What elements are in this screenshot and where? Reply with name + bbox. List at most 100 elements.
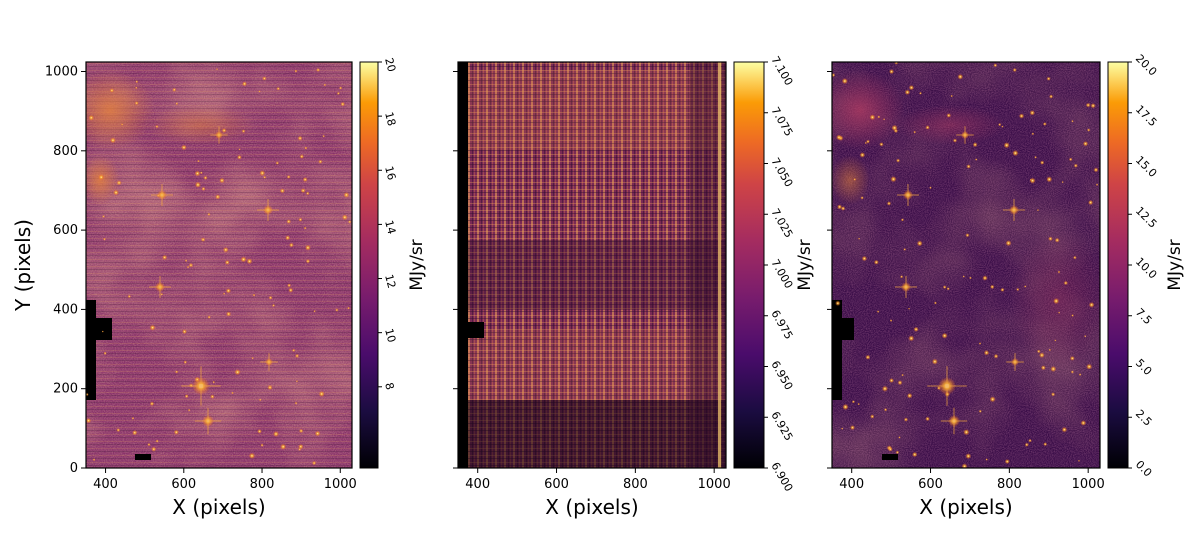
star — [1012, 149, 1019, 157]
colorbar-tick-label: 2.5 — [1133, 407, 1155, 429]
x-tick-label: 1000 — [1072, 477, 1105, 492]
star — [963, 428, 970, 436]
star — [1046, 176, 1053, 183]
star — [194, 170, 201, 177]
star — [901, 373, 904, 377]
colorbar-tick-label: 10 — [382, 327, 398, 344]
star — [212, 380, 216, 384]
star — [853, 177, 857, 181]
x-tick-label: 600 — [171, 477, 196, 492]
right-colorbar — [1107, 61, 1129, 469]
star — [222, 246, 229, 253]
star — [890, 175, 897, 183]
star — [340, 101, 346, 107]
star — [304, 244, 311, 251]
star — [985, 458, 988, 461]
star — [298, 447, 302, 451]
right-panel: 400 600 800 1000 X (pixels) 0.0 2.5 5.0 7.5 10.… — [827, 52, 1185, 519]
star — [969, 276, 972, 280]
star — [241, 129, 246, 134]
star — [1024, 285, 1027, 288]
star — [931, 358, 938, 365]
x-tick-label: 400 — [465, 477, 490, 492]
star — [279, 188, 285, 194]
star — [888, 446, 893, 452]
star — [876, 310, 880, 313]
star — [304, 146, 308, 150]
star — [322, 134, 326, 138]
star — [1034, 155, 1037, 159]
star — [1050, 365, 1057, 373]
right-colorbar-ticks: 0.0 2.5 5.0 7.5 10.0 12.5 15.0 17.5 20.0 — [1128, 52, 1160, 479]
colorbar-tick-label: 20 — [382, 56, 398, 73]
colorbar-tick-label: 7.5 — [1133, 306, 1155, 328]
star — [1058, 311, 1061, 314]
star — [201, 186, 206, 191]
star — [1000, 287, 1005, 292]
middle-frame — [457, 61, 727, 469]
star — [837, 204, 843, 210]
star — [1070, 370, 1074, 374]
star — [886, 201, 892, 206]
star — [993, 63, 998, 68]
colorbar-tick-label: 12 — [382, 273, 398, 290]
star — [950, 94, 953, 98]
star — [343, 191, 350, 198]
y-tick-label: 400 — [53, 302, 78, 317]
colorbar-tick-label: 5.0 — [1133, 356, 1155, 378]
colorbar-tick-label: 14 — [382, 219, 398, 236]
star — [161, 254, 168, 261]
star — [895, 450, 900, 455]
x-tick-label: 400 — [839, 477, 864, 492]
star — [199, 171, 203, 175]
middle-x-axis: 400 600 800 1000 — [465, 468, 731, 492]
star — [336, 91, 340, 95]
star — [288, 287, 294, 293]
star — [870, 414, 875, 419]
star — [207, 315, 211, 319]
star — [849, 425, 856, 431]
star — [998, 122, 1002, 127]
middle-image — [458, 62, 726, 468]
star — [289, 242, 294, 248]
star — [990, 284, 995, 290]
star — [903, 417, 909, 422]
star — [275, 161, 280, 165]
star — [316, 67, 321, 72]
right-y-axis — [827, 71, 832, 469]
star — [1069, 355, 1075, 361]
y-tick-label: 600 — [53, 223, 78, 238]
star — [1068, 157, 1073, 162]
star — [1051, 392, 1056, 397]
star — [184, 259, 188, 262]
star — [194, 181, 202, 188]
star — [1082, 141, 1089, 147]
star — [197, 159, 200, 163]
star — [147, 442, 151, 447]
star — [294, 401, 298, 405]
star — [859, 152, 866, 158]
colorbar-tick-label: 12.5 — [1133, 204, 1160, 231]
star — [303, 226, 307, 230]
star — [1004, 458, 1010, 465]
star — [952, 138, 958, 143]
right-image — [832, 62, 1100, 468]
x-tick-label: 600 — [544, 477, 569, 492]
star — [866, 139, 870, 144]
star — [175, 102, 179, 106]
star — [134, 101, 139, 106]
star — [295, 380, 299, 383]
left-colorbar-label: MJy/sr — [407, 239, 427, 290]
star — [311, 460, 317, 466]
star — [1036, 209, 1040, 212]
star — [1028, 438, 1032, 443]
star — [155, 439, 159, 443]
star — [341, 214, 348, 221]
left-panel: 400 600 800 1000 0 200 400 600 800 1000 X (pixel… — [11, 56, 427, 519]
star — [286, 219, 292, 224]
star — [1048, 236, 1053, 242]
star — [215, 194, 221, 200]
star — [251, 356, 254, 360]
star — [181, 144, 187, 151]
colorbar-tick-label: 15.0 — [1133, 153, 1160, 180]
